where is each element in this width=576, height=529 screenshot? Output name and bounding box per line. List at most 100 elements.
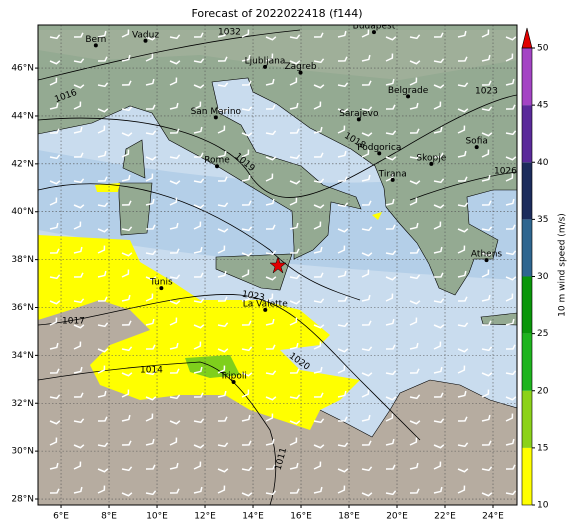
- wind-barb: [241, 29, 250, 38]
- city-label: Skopje: [416, 153, 446, 163]
- wind-barb: [505, 250, 517, 256]
- colorbar-tick-label: 30: [537, 272, 549, 282]
- wind-barb: [49, 222, 59, 230]
- city-marker: [377, 151, 382, 156]
- city-label: Tunis: [149, 278, 173, 288]
- isobar-label: 1032: [218, 28, 241, 38]
- wind-barb: [481, 106, 493, 112]
- wind-barb: [169, 342, 179, 350]
- wind-barb: [337, 270, 347, 278]
- wind-barb: [481, 149, 490, 158]
- isobar: [38, 361, 277, 505]
- wind-barb: [433, 152, 444, 158]
- wind-barb: [265, 344, 276, 350]
- y-tick-label: 44°N: [11, 111, 34, 121]
- wind-barb: [49, 274, 61, 280]
- city-label: San Marino: [191, 107, 242, 117]
- wind-barb: [97, 296, 108, 302]
- wind-barb: [433, 58, 445, 64]
- wind-barb: [73, 486, 83, 494]
- wind-barb: [409, 420, 421, 425]
- wind-barb: [49, 317, 58, 326]
- city-label: La Valette: [243, 299, 288, 309]
- y-tick-label: 38°N: [11, 255, 34, 265]
- wind-barb: [289, 248, 300, 254]
- wind-barb: [265, 198, 275, 206]
- wind-barb: [49, 437, 58, 446]
- y-tick-label: 36°N: [11, 303, 34, 313]
- city-label: Athens: [471, 250, 502, 260]
- wind-barb: [145, 370, 157, 376]
- wind-barb: [433, 32, 444, 38]
- wind-barb: [49, 488, 60, 494]
- wind-barb: [481, 346, 493, 352]
- city-label: Ljubljana: [245, 56, 286, 66]
- wind-barb: [313, 178, 325, 184]
- wind-barb: [193, 324, 205, 329]
- wind-barb: [481, 372, 493, 377]
- wind-barb: [121, 226, 133, 232]
- wind-barb: [313, 126, 323, 134]
- wind-barb: [409, 222, 419, 230]
- wind-barb: [457, 296, 468, 302]
- wind-barb: [505, 490, 517, 496]
- colorbar-segment: [522, 276, 532, 334]
- wind-barb: [169, 222, 179, 230]
- wind-barb: [265, 464, 276, 470]
- colorbar-segment: [522, 48, 532, 106]
- wind-barb: [409, 462, 419, 470]
- wind-barb: [385, 156, 397, 161]
- wind-barb: [97, 270, 107, 278]
- wind-barb: [265, 250, 277, 256]
- wind-barb: [73, 84, 85, 89]
- wind-barb: [169, 462, 179, 470]
- wind-barb: [385, 293, 394, 302]
- wind-barb: [433, 298, 445, 304]
- location-star: [269, 256, 287, 274]
- wind-barb: [145, 396, 157, 401]
- wind-barb: [313, 221, 322, 230]
- x-tick-label: 8°E: [101, 512, 117, 522]
- wind-barb: [169, 197, 178, 206]
- wind-barb: [217, 296, 228, 302]
- city-marker: [484, 258, 489, 263]
- wind-barb: [217, 485, 226, 494]
- x-tick-label: 22°E: [434, 512, 456, 522]
- wind-barb: [337, 485, 346, 494]
- city-marker: [406, 94, 411, 99]
- wind-barb: [337, 245, 346, 254]
- wind-barb: [337, 348, 349, 353]
- wind-barb: [505, 130, 517, 136]
- wind-barb: [241, 149, 250, 158]
- wind-barb: [97, 228, 109, 233]
- wind-barb: [193, 126, 203, 134]
- wind-barb: [289, 342, 299, 350]
- wind-barb: [337, 30, 347, 38]
- wind-barb: [217, 348, 229, 353]
- wind-barb: [337, 468, 349, 473]
- wind-barb: [385, 36, 397, 41]
- wind-barb: [457, 228, 469, 233]
- city-marker: [93, 43, 98, 48]
- wind-barb: [121, 466, 133, 472]
- wind-barb: [481, 252, 493, 257]
- wind-barb: [409, 102, 419, 110]
- wind-barb: [169, 77, 178, 86]
- y-tick-label: 46°N: [11, 64, 34, 74]
- wind-barb: [193, 444, 205, 449]
- wind-barb: [481, 132, 493, 137]
- wind-barb: [457, 125, 466, 134]
- wind-barb: [409, 77, 418, 86]
- wind-barb: [217, 390, 227, 398]
- wind-barb: [217, 322, 229, 328]
- wind-barb: [409, 154, 421, 160]
- y-tick-label: 34°N: [11, 351, 34, 361]
- wind-barb: [385, 464, 396, 470]
- wind-barb: [241, 252, 253, 257]
- wind-barb: [121, 269, 130, 278]
- colorbar-tick-label: 15: [537, 443, 548, 453]
- wind-barb: [289, 34, 301, 40]
